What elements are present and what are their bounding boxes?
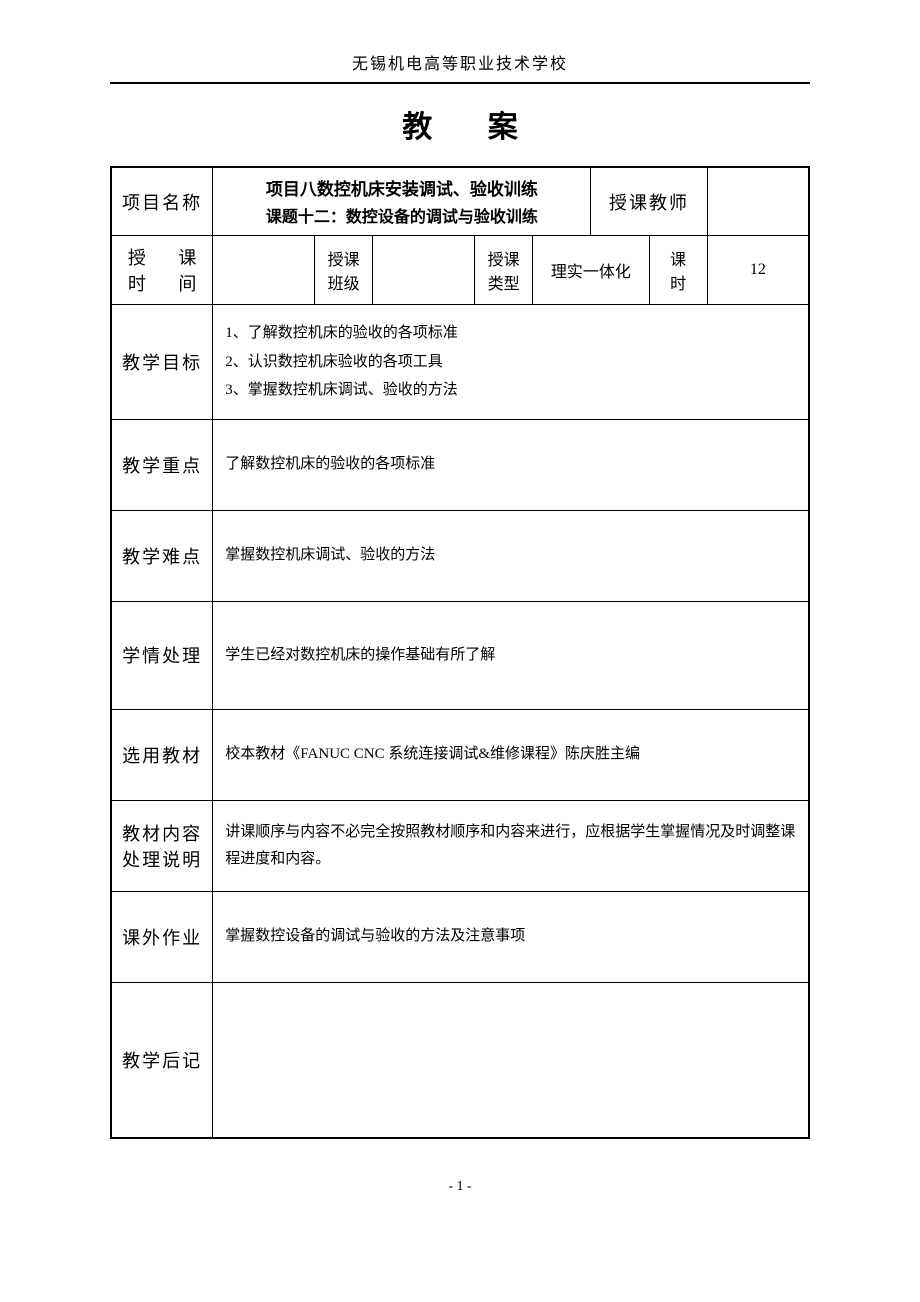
label-line: 类型 (488, 276, 520, 293)
table-row: 课外作业 掌握数控设备的调试与验收的方法及注意事项 (111, 891, 809, 982)
cell-situation: 学生已经对数控机床的操作基础有所了解 (213, 601, 809, 709)
label-line: 时 (670, 276, 686, 293)
label-line: 教材内容 (122, 824, 202, 844)
label-project-name: 项目名称 (111, 167, 213, 236)
label-postnote: 教学后记 (111, 982, 213, 1138)
cell-focus: 了解数控机床的验收的各项标准 (213, 419, 809, 510)
label-type: 授课 类型 (475, 236, 533, 305)
label-difficulty: 教学难点 (111, 510, 213, 601)
table-row: 教学目标 1、了解数控机床的验收的各项标准 2、认识数控机床验收的各项工具 3、… (111, 305, 809, 420)
cell-postnote (213, 982, 809, 1138)
cell-objectives: 1、了解数控机床的验收的各项标准 2、认识数控机床验收的各项工具 3、掌握数控机… (213, 305, 809, 420)
label-line: 课 (670, 252, 686, 269)
label-homework: 课外作业 (111, 891, 213, 982)
label-textbook: 选用教材 (111, 709, 213, 800)
label-class: 授课 班级 (315, 236, 373, 305)
objective-line: 3、掌握数控机床调试、验收的方法 (225, 376, 796, 405)
label-content-process: 教材内容 处理说明 (111, 800, 213, 891)
label-teach-time: 授 课 时 间 (111, 236, 213, 305)
label-line: 授 课 (128, 244, 211, 270)
objective-line: 1、了解数控机床的验收的各项标准 (225, 319, 796, 348)
cell-teach-time-value (213, 236, 315, 305)
label-line: 时 间 (128, 270, 211, 296)
label-situation: 学情处理 (111, 601, 213, 709)
table-row: 教学重点 了解数控机床的验收的各项标准 (111, 419, 809, 510)
label-line: 授课 (328, 252, 360, 269)
project-title-sub: 课题十二：数控设备的调试与验收训练 (223, 203, 580, 227)
cell-hours-value: 12 (707, 236, 809, 305)
objective-line: 2、认识数控机床验收的各项工具 (225, 348, 796, 377)
cell-class-value (373, 236, 475, 305)
label-hours: 课 时 (649, 236, 707, 305)
table-row: 选用教材 校本教材《FANUC CNC 系统连接调试&维修课程》陈庆胜主编 (111, 709, 809, 800)
table-row: 授 课 时 间 授课 班级 授课 类型 理实一体化 课 时 12 (111, 236, 809, 305)
label-objectives: 教学目标 (111, 305, 213, 420)
cell-content-process: 讲课顺序与内容不必完全按照教材顺序和内容来进行，应根据学生掌握情况及时调整课程进… (213, 800, 809, 891)
table-row: 学情处理 学生已经对数控机床的操作基础有所了解 (111, 601, 809, 709)
cell-teacher-value (707, 167, 809, 236)
school-header: 无锡机电高等职业技术学校 (110, 50, 810, 84)
cell-textbook: 校本教材《FANUC CNC 系统连接调试&维修课程》陈庆胜主编 (213, 709, 809, 800)
label-focus: 教学重点 (111, 419, 213, 510)
cell-project-content: 项目八数控机床安装调试、验收训练 课题十二：数控设备的调试与验收训练 (213, 167, 591, 236)
page-title: 教 案 (110, 102, 810, 146)
label-line: 班级 (328, 276, 360, 293)
lesson-plan-table: 项目名称 项目八数控机床安装调试、验收训练 课题十二：数控设备的调试与验收训练 … (110, 166, 810, 1139)
table-row: 项目名称 项目八数控机床安装调试、验收训练 课题十二：数控设备的调试与验收训练 … (111, 167, 809, 236)
table-row: 教学难点 掌握数控机床调试、验收的方法 (111, 510, 809, 601)
label-line: 授课 (488, 252, 520, 269)
cell-difficulty: 掌握数控机床调试、验收的方法 (213, 510, 809, 601)
cell-type-value: 理实一体化 (533, 236, 649, 305)
project-title-main: 项目八数控机床安装调试、验收训练 (223, 176, 580, 203)
cell-homework: 掌握数控设备的调试与验收的方法及注意事项 (213, 891, 809, 982)
label-teacher: 授课教师 (591, 167, 707, 236)
label-line: 处理说明 (122, 850, 202, 870)
table-row: 教学后记 (111, 982, 809, 1138)
table-row: 教材内容 处理说明 讲课顺序与内容不必完全按照教材顺序和内容来进行，应根据学生掌… (111, 800, 809, 891)
page-number: - 1 - (110, 1179, 810, 1195)
